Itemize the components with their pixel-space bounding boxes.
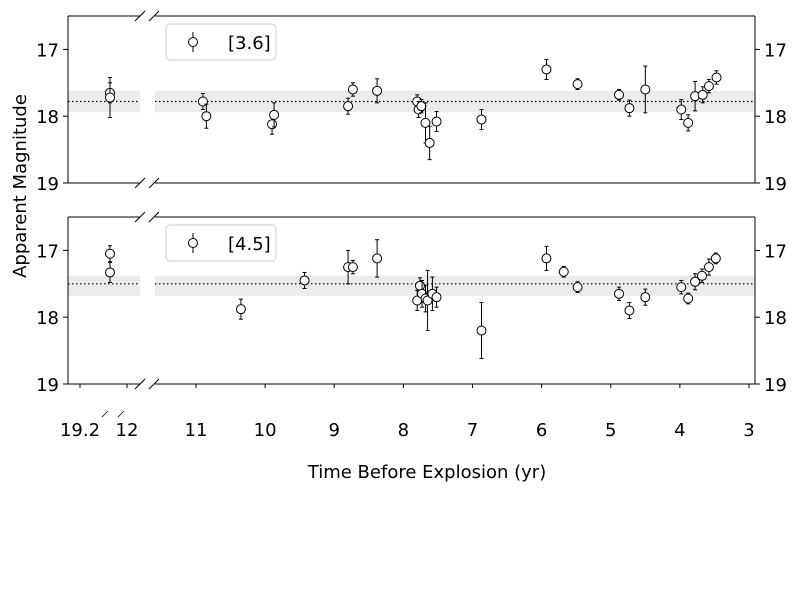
mean-band — [155, 275, 755, 296]
data-point — [711, 72, 722, 83]
data-point — [572, 79, 583, 90]
axis-break-mark — [134, 378, 146, 390]
data-point — [343, 101, 354, 112]
legend-label: [3.6] — [228, 33, 271, 54]
panel-2: 17 17 18 18 19 19 [4.5] — [36, 211, 787, 396]
axis-break-mark — [134, 177, 146, 189]
x-tick-label: 6 — [536, 420, 547, 441]
axis-break-mark — [101, 410, 109, 418]
data-point — [420, 117, 431, 128]
data-point — [347, 262, 358, 273]
y-tick-label: 18 — [764, 308, 787, 329]
data-point — [541, 253, 552, 264]
axis-break-mark — [134, 211, 146, 223]
data-point — [431, 116, 442, 127]
axis-break-mark — [148, 211, 160, 223]
data-point — [696, 270, 707, 281]
x-tick-label: 4 — [674, 420, 685, 441]
legend-marker — [188, 37, 198, 47]
data-point — [299, 275, 310, 286]
data-point — [372, 253, 383, 264]
x-tick-label: 9 — [329, 420, 340, 441]
data-point — [105, 92, 115, 103]
y-tick-label: 17 — [36, 40, 59, 61]
data-point — [683, 117, 694, 128]
y-axis-label: Apparent Magnitude — [10, 94, 31, 278]
x-tick-label: 12 — [116, 420, 139, 441]
data-point — [541, 64, 552, 75]
legend-label: [4.5] — [228, 234, 271, 255]
data-point — [703, 262, 714, 273]
data-point — [476, 114, 487, 125]
legend-marker — [188, 238, 198, 248]
data-point — [424, 137, 435, 148]
y-tick-label: 17 — [764, 241, 787, 262]
data-point — [703, 81, 714, 92]
axis-break-mark — [148, 10, 160, 22]
mean-band — [68, 275, 140, 296]
data-point — [614, 288, 625, 299]
data-point — [347, 84, 358, 95]
y-tick-label: 17 — [764, 40, 787, 61]
data-point — [690, 276, 701, 287]
y-tick-label: 17 — [36, 241, 59, 262]
x-tick-label: 10 — [254, 420, 277, 441]
x-axis-label: Time Before Explosion (yr) — [307, 462, 546, 483]
data-point — [624, 103, 635, 114]
x-tick-label: 11 — [185, 420, 208, 441]
data-point — [201, 111, 212, 122]
x-tick-label: 7 — [467, 420, 478, 441]
y-tick-label: 18 — [36, 308, 59, 329]
data-point — [105, 248, 115, 259]
x-tick-label: 3 — [743, 420, 754, 441]
x-tick-label: 5 — [605, 420, 616, 441]
x-axis: 11 10 9 8 7 6 5 4 3 19.2 12 — [60, 384, 755, 441]
y-tick-label: 18 — [36, 107, 59, 128]
data-point — [683, 293, 694, 304]
data-point — [572, 282, 583, 293]
data-point — [640, 84, 651, 95]
data-point — [710, 253, 721, 264]
data-point — [476, 325, 487, 336]
y-tick-label: 19 — [36, 375, 59, 396]
axis-break-mark — [117, 410, 125, 418]
axis-break-mark — [148, 177, 160, 189]
x-tick-label: 19.2 — [60, 420, 100, 441]
data-point — [431, 292, 442, 303]
data-point — [624, 305, 635, 316]
data-point — [558, 266, 569, 277]
x-tick-label: 8 — [398, 420, 409, 441]
data-point — [697, 89, 708, 100]
data-point — [676, 104, 687, 115]
data-point — [614, 89, 625, 100]
axis-break-mark — [134, 10, 146, 22]
data-point — [676, 282, 687, 293]
data-point — [235, 304, 246, 315]
data-point — [640, 292, 651, 303]
panel-1: 17 17 18 18 19 19 [3.6] — [36, 10, 787, 195]
y-tick-label: 19 — [36, 174, 59, 195]
data-point — [105, 267, 115, 278]
data-point — [372, 85, 383, 96]
y-tick-label: 19 — [764, 375, 787, 396]
y-tick-label: 19 — [764, 174, 787, 195]
axis-break-mark — [148, 378, 160, 390]
data-point — [269, 109, 280, 120]
y-tick-label: 18 — [764, 107, 787, 128]
